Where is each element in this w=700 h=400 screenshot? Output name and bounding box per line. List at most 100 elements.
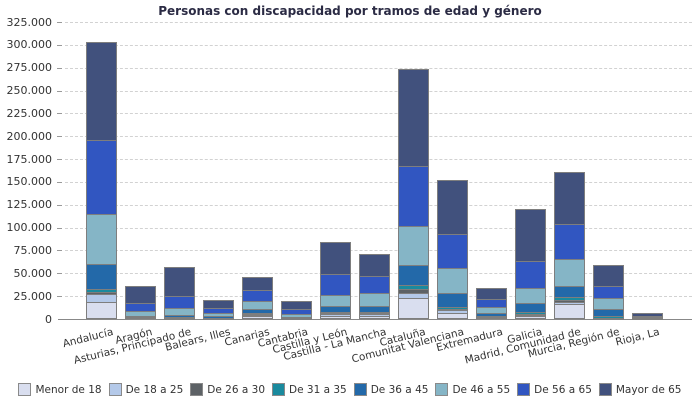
gridline — [65, 250, 692, 252]
y-tick-label: 175.000 — [6, 152, 53, 166]
legend-label: Mayor de 65 — [615, 383, 682, 396]
y-tick-mark — [57, 22, 62, 23]
bar-segment — [554, 304, 585, 319]
bar-segment — [476, 307, 507, 314]
bar-segment — [281, 301, 312, 310]
bar-segment — [398, 298, 429, 319]
bar-segment — [398, 226, 429, 266]
bar-segment — [515, 209, 546, 262]
legend-swatch — [435, 383, 449, 396]
bar-segment — [593, 309, 624, 317]
chart-title: Personas con discapacidad por tramos de … — [158, 4, 542, 18]
bar-segment — [359, 254, 390, 277]
gridline — [65, 67, 692, 69]
x-axis-line — [58, 319, 692, 320]
legend-swatch — [517, 383, 531, 396]
bar-segment — [164, 296, 195, 309]
y-tick-label: 200.000 — [6, 129, 53, 143]
y-tick-mark — [57, 296, 62, 298]
bar-segment — [86, 294, 117, 303]
y-tick-label: 0 — [45, 312, 52, 326]
y-tick-label: 225.000 — [6, 106, 53, 120]
legend-item: De 46 a 55 — [435, 383, 510, 396]
legend-item: Menor de 18 — [18, 383, 102, 396]
bar-segment — [554, 224, 585, 260]
y-tick-label: 325.000 — [6, 15, 53, 29]
y-tick-label: 125.000 — [6, 198, 53, 212]
gridline — [65, 181, 692, 183]
legend-label: De 56 a 65 — [534, 383, 592, 396]
y-tick-label: 25.000 — [13, 289, 53, 303]
bar-segment — [437, 234, 468, 269]
gridline — [65, 136, 692, 138]
legend-item: Mayor de 65 — [598, 383, 682, 396]
y-tick-mark — [57, 113, 62, 115]
bar-segment — [398, 69, 429, 167]
bar-segment — [164, 267, 195, 297]
y-tick-label: 275.000 — [6, 61, 53, 75]
bar-segment — [242, 277, 273, 291]
bar-segment — [437, 180, 468, 235]
y-tick-label: 100.000 — [6, 221, 53, 235]
y-tick-mark — [57, 227, 62, 229]
bar-segment — [476, 288, 507, 300]
legend-item: De 26 a 30 — [190, 383, 265, 396]
bar-segment — [476, 299, 507, 308]
legend-label: De 36 a 45 — [370, 383, 429, 396]
bar-segment — [554, 259, 585, 287]
bar-segment — [242, 290, 273, 302]
y-tick-label: 150.000 — [6, 175, 53, 189]
x-axis-label: Rioja, La — [613, 326, 661, 349]
bar-segment — [593, 265, 624, 287]
gridline — [65, 113, 692, 115]
bar-segment — [593, 298, 624, 310]
bar-segment — [515, 261, 546, 289]
bar-segment — [86, 264, 117, 290]
bar-segment — [203, 300, 234, 309]
legend: Menor de 18 De 18 a 25 De 26 a 30 De 31 a 3… — [0, 383, 700, 396]
bar-segment — [437, 293, 468, 308]
y-tick-label: 300.000 — [6, 38, 53, 52]
bar-segment — [593, 286, 624, 299]
legend-label: De 46 a 55 — [452, 383, 511, 396]
gridline — [65, 90, 692, 92]
bar-segment — [320, 274, 351, 296]
bar-segment — [86, 302, 117, 319]
legend-swatch — [353, 383, 367, 396]
legend-swatch — [598, 383, 612, 396]
legend-label: De 26 a 30 — [207, 383, 265, 396]
bar-segment — [125, 286, 156, 304]
gridline — [65, 159, 692, 161]
bar-segment — [86, 42, 117, 141]
y-tick-mark — [57, 67, 62, 69]
bar-segment — [359, 276, 390, 294]
y-tick-label: 50.000 — [13, 266, 53, 280]
bar-segment — [320, 306, 351, 313]
bar-segment — [242, 301, 273, 310]
y-tick-mark — [57, 204, 62, 206]
legend-item: De 18 a 25 — [108, 383, 184, 396]
y-tick-mark — [57, 250, 62, 252]
bar-segment — [515, 303, 546, 313]
y-tick-mark — [57, 273, 62, 275]
bar-segment — [86, 140, 117, 215]
y-tick-mark — [57, 181, 62, 183]
legend-label: De 31 a 35 — [289, 383, 347, 396]
bar-segment — [164, 308, 195, 316]
bar-segment — [320, 242, 351, 275]
legend-swatch — [190, 383, 204, 396]
y-tick-label: 75.000 — [13, 243, 53, 257]
legend-item: De 31 a 35 — [272, 383, 347, 396]
gridline — [65, 44, 692, 46]
gridline — [65, 227, 692, 229]
gridline — [65, 204, 692, 206]
y-tick-mark — [57, 90, 62, 92]
bar-segment — [359, 306, 390, 313]
legend-item: De 36 a 45 — [353, 383, 429, 396]
legend-swatch — [272, 383, 285, 396]
legend-label: De 18 a 25 — [125, 383, 184, 396]
gridline — [65, 22, 692, 23]
bar-segment — [437, 268, 468, 294]
bar-segment — [632, 313, 663, 317]
